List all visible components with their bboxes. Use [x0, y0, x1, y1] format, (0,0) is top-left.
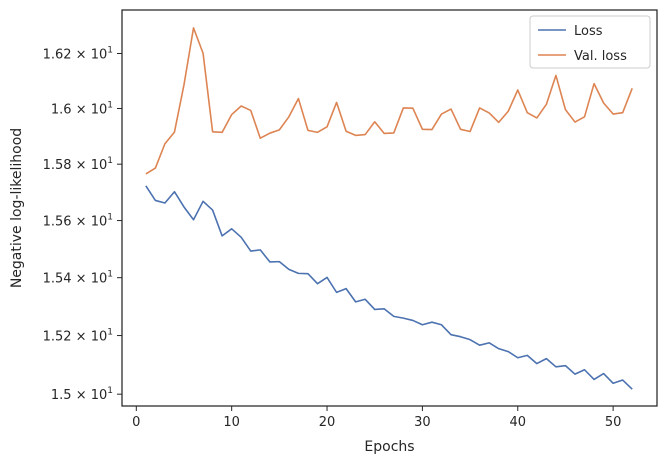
x-tick-label: 30: [414, 415, 431, 430]
y-tick-label: 1.52 × 101: [43, 328, 113, 345]
plot-lines: [145, 27, 633, 390]
y-tick-label: 1.6 × 101: [51, 100, 113, 117]
series-line-loss: [145, 185, 633, 390]
x-tick-label: 50: [605, 415, 622, 430]
x-tick-label: 0: [132, 415, 140, 430]
legend: Loss Val. loss: [529, 15, 651, 69]
x-tick-label: 20: [319, 415, 336, 430]
x-axis: 0 10 20 30 40 50: [132, 406, 621, 430]
y-tick-label: 1.5 × 101: [51, 386, 113, 403]
plot-frame: [121, 9, 658, 407]
legend-label-val-loss: Val. loss: [574, 49, 627, 64]
y-tick-label: 1.54 × 101: [43, 270, 113, 287]
y-tick-label: 1.62 × 101: [43, 46, 113, 63]
y-axis-label: Negative log-likelihood: [9, 128, 25, 288]
x-tick-label: 10: [223, 415, 240, 430]
x-axis-label: Epochs: [364, 439, 414, 455]
x-tick-label: 40: [509, 415, 526, 430]
y-axis: 1.5 × 101 1.52 × 101 1.54 × 101 1.56 × 101 1…: [43, 46, 122, 403]
y-tick-label: 1.58 × 101: [43, 156, 113, 173]
y-tick-label: 1.56 × 101: [43, 213, 113, 230]
legend-label-loss: Loss: [574, 24, 603, 39]
series-line-val-loss: [145, 27, 633, 175]
